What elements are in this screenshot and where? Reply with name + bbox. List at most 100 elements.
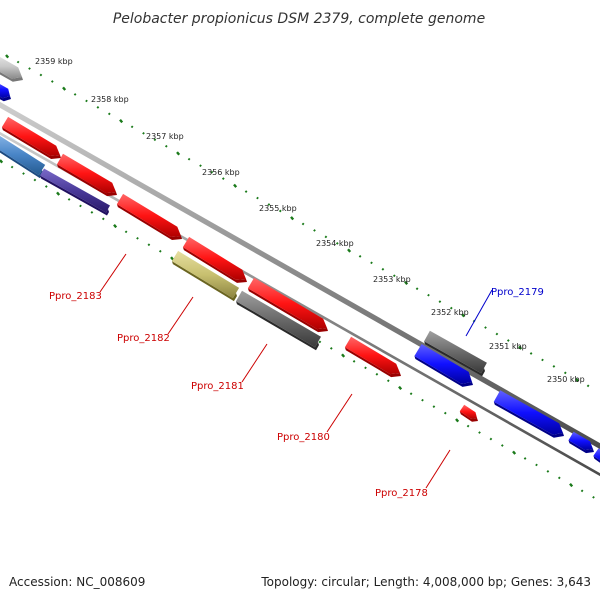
gene-feature-blue	[0, 84, 11, 102]
inner-tick	[56, 191, 61, 196]
tick-label: 2355 kbp	[259, 204, 297, 213]
ruler-tick	[301, 222, 305, 226]
tick-label: 2353 kbp	[373, 275, 411, 284]
gene-feature-gray-side	[424, 341, 485, 377]
gene-labels: Ppro_2183 Ppro_2182 Ppro_2181 Ppro_2180 Ppro…	[49, 253, 544, 499]
gene-feature-red	[116, 193, 182, 240]
ruler-tick	[484, 326, 487, 329]
inner-tick	[10, 165, 14, 169]
gene-feature-light-face	[0, 57, 22, 79]
gene-feature-red-side	[459, 411, 478, 422]
gene-label: Ppro_2179	[491, 287, 544, 298]
inner-tick	[489, 437, 493, 441]
ruler-tick	[96, 106, 100, 109]
gene-label-leader	[425, 449, 451, 489]
gene-feature-blue-side	[568, 440, 594, 454]
inner-tick	[329, 347, 333, 350]
gene-feature-red-face	[344, 336, 400, 375]
ruler-tick	[313, 229, 316, 232]
ruler-tick	[552, 365, 556, 368]
ruler-tick	[256, 196, 259, 200]
gene-feature-steel	[0, 135, 46, 179]
ruler-tick	[16, 60, 20, 64]
inner-tick	[124, 230, 128, 234]
gene-feature-gray-face	[424, 330, 487, 374]
map-title: Pelobacter propionicus DSM 2379, complet…	[113, 11, 485, 27]
gene-feature-purple-face	[40, 168, 110, 213]
gene-label: Ppro_2182	[117, 333, 170, 344]
ruler-tick	[427, 293, 430, 297]
ruler-tick	[278, 209, 282, 213]
inner-tick	[318, 340, 322, 344]
ruler-tick	[85, 99, 88, 103]
ruler-tick	[153, 138, 157, 142]
ruler-tick	[358, 254, 362, 258]
ruler-tick	[199, 164, 202, 168]
inner-tick	[398, 385, 403, 391]
ruler-tick	[221, 177, 225, 180]
inner-tick	[364, 366, 367, 370]
ruler-tick	[563, 371, 567, 375]
ruler-tick	[107, 112, 111, 116]
gene-feature-red	[344, 336, 401, 378]
ruler-tick	[575, 377, 580, 383]
gene-feature-red-side	[1, 127, 61, 159]
gene-feature-gray	[424, 330, 487, 377]
inner-tick	[90, 211, 94, 214]
inner-tick	[341, 353, 346, 358]
inner-tick	[147, 243, 151, 247]
tick-label: 2351 kbp	[489, 342, 527, 351]
inner-tick	[432, 405, 436, 409]
gene-feature-purple-side	[40, 175, 109, 216]
gene-feature-blue-side	[593, 455, 600, 463]
gene-feature-olive-face	[171, 250, 240, 299]
ruler-tick	[335, 242, 339, 245]
gene-feature-red	[57, 153, 117, 197]
genome-summary: Topology: circular; Length: 4,008,000 bp…	[260, 575, 591, 589]
tick-label: 2358 kbp	[91, 95, 129, 104]
gene-feature-red-face	[57, 153, 116, 194]
inner-tick	[546, 470, 550, 473]
gene-feature-blue	[493, 390, 564, 438]
gene-feature-blue-side	[414, 356, 473, 387]
ruler-tick	[50, 80, 54, 83]
ruler-tick	[176, 151, 181, 156]
ruler-tick	[506, 339, 510, 342]
ruler-tick	[449, 306, 453, 310]
gene-feature-blue-face	[414, 344, 472, 384]
ruler-tick	[415, 287, 419, 291]
ruler-tick	[5, 54, 10, 59]
gene-feature-blue-face	[593, 448, 600, 461]
gene-feature-red-side	[57, 164, 117, 197]
gene-feature-gray-face	[236, 290, 321, 348]
inner-tick	[22, 172, 25, 175]
ruler-tick	[324, 235, 328, 239]
gene-feature-blue	[414, 344, 473, 387]
gene-feature-steel-face	[0, 135, 46, 176]
inner-tick	[44, 185, 48, 188]
inner-tick	[443, 411, 447, 415]
ruler-tick	[518, 345, 523, 350]
gene-feature-red-side	[344, 347, 401, 378]
inner-tick	[557, 476, 561, 480]
inner-tick	[466, 424, 470, 428]
gene-feature-red-face	[116, 193, 181, 237]
gene-label-leader	[326, 393, 353, 433]
gene-feature-blue-side	[0, 96, 11, 102]
accession-label: Accession: NC_008609	[9, 575, 145, 589]
inner-tick	[170, 256, 175, 261]
inner-tick	[523, 457, 527, 460]
ruler-tick	[28, 67, 31, 70]
gene-label: Ppro_2178	[375, 488, 428, 499]
gene-feature-purple	[40, 168, 110, 216]
gene-feature-blue-face	[0, 84, 10, 99]
gene-feature-red	[459, 404, 478, 422]
ruler-tick	[119, 118, 124, 124]
ruler-tick	[404, 280, 409, 286]
inner-tick	[0, 159, 4, 164]
gene-feature-red-face	[247, 277, 327, 330]
inner-tick	[33, 178, 37, 182]
gene-feature-olive-side	[171, 261, 237, 302]
inner-tick	[535, 463, 538, 467]
tick-label: 2350 kbp	[547, 375, 585, 384]
